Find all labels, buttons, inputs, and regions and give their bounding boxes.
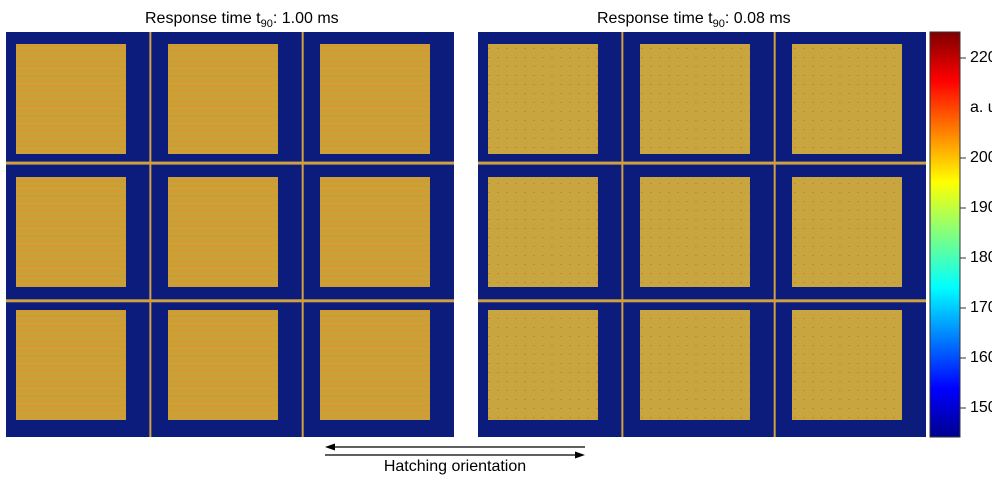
arrow xyxy=(325,443,585,459)
sample-square xyxy=(168,177,278,287)
track-line xyxy=(478,299,926,303)
title-value: : 1.00 ms xyxy=(273,10,339,27)
sample-square xyxy=(640,310,750,420)
sample-square xyxy=(16,310,126,420)
panel-title: Response time t90: 1.00 ms xyxy=(145,10,339,30)
title-subscript: 90 xyxy=(713,18,725,30)
colorbar-tick-label: 1800 xyxy=(970,249,992,266)
sample-square xyxy=(16,177,126,287)
title-text: Response time t xyxy=(597,10,713,27)
title-value: : 0.08 ms xyxy=(725,10,791,27)
sample-square xyxy=(320,44,430,154)
sample-square xyxy=(488,44,598,154)
colorbar xyxy=(929,31,961,438)
sample-square xyxy=(168,44,278,154)
colorbar-tick-label: 1500 xyxy=(970,399,992,416)
track-line xyxy=(6,161,454,165)
title-text: Response time t xyxy=(145,10,261,27)
colorbar-tick-label: 2200 xyxy=(970,49,992,66)
sample-square xyxy=(488,310,598,420)
track-line xyxy=(773,32,776,437)
arrow-label: Hatching orientation xyxy=(384,458,526,475)
sample-square xyxy=(640,177,750,287)
sample-square xyxy=(16,44,126,154)
sample-square xyxy=(792,310,902,420)
sample-square xyxy=(320,177,430,287)
colorbar-tick-label: 1700 xyxy=(970,299,992,316)
track-line xyxy=(621,32,624,437)
panel-title: Response time t90: 0.08 ms xyxy=(597,10,791,30)
track-line xyxy=(301,32,304,437)
track-line xyxy=(478,161,926,165)
track-line xyxy=(149,32,152,437)
sample-square xyxy=(168,310,278,420)
sample-square xyxy=(792,44,902,154)
sample-square xyxy=(640,44,750,154)
colorbar-tick-label: 2000 xyxy=(970,149,992,166)
sample-square xyxy=(488,177,598,287)
colorbar-tick-label: 1900 xyxy=(970,199,992,216)
title-subscript: 90 xyxy=(261,18,273,30)
sample-square xyxy=(320,310,430,420)
colorbar-tick-label: 1600 xyxy=(970,349,992,366)
track-line xyxy=(6,299,454,303)
colorbar-unit: a. u. xyxy=(970,99,992,116)
sample-square xyxy=(792,177,902,287)
